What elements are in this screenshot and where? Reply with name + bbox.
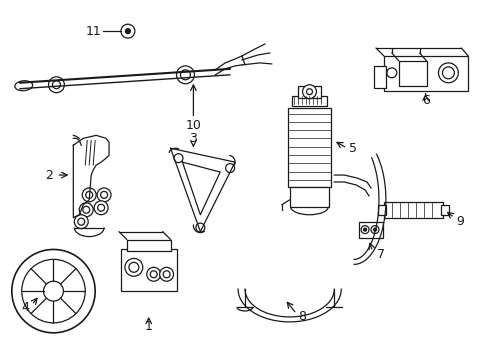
Circle shape bbox=[129, 262, 139, 272]
Circle shape bbox=[121, 24, 135, 38]
Circle shape bbox=[302, 85, 316, 99]
Circle shape bbox=[48, 77, 64, 93]
Bar bbox=[121, 249, 176, 291]
Bar bbox=[441, 205, 448, 215]
Text: 5: 5 bbox=[348, 142, 356, 155]
Bar bbox=[358, 222, 382, 238]
Bar bbox=[398, 61, 426, 86]
Circle shape bbox=[125, 29, 130, 33]
Circle shape bbox=[360, 226, 368, 234]
Circle shape bbox=[370, 226, 378, 234]
Circle shape bbox=[146, 267, 161, 281]
Bar bbox=[383, 56, 468, 91]
Circle shape bbox=[21, 260, 85, 323]
Bar bbox=[297, 86, 321, 98]
Text: 10: 10 bbox=[185, 119, 201, 132]
Circle shape bbox=[124, 258, 142, 276]
Text: 2: 2 bbox=[45, 168, 53, 181]
Circle shape bbox=[12, 249, 95, 333]
Circle shape bbox=[163, 271, 170, 278]
Circle shape bbox=[160, 267, 173, 281]
Circle shape bbox=[74, 215, 88, 229]
Bar bbox=[289, 187, 328, 207]
Bar bbox=[291, 96, 326, 105]
Text: 8: 8 bbox=[298, 310, 306, 323]
Text: 7: 7 bbox=[376, 248, 384, 261]
Circle shape bbox=[442, 67, 453, 79]
Circle shape bbox=[373, 228, 376, 231]
Bar bbox=[287, 108, 331, 187]
Text: 3: 3 bbox=[189, 132, 197, 145]
Text: 6: 6 bbox=[421, 94, 428, 107]
Circle shape bbox=[363, 228, 366, 231]
Circle shape bbox=[150, 271, 157, 278]
Circle shape bbox=[97, 188, 111, 202]
Circle shape bbox=[79, 203, 93, 217]
Text: 1: 1 bbox=[144, 320, 152, 333]
Circle shape bbox=[438, 63, 457, 83]
Circle shape bbox=[43, 281, 63, 301]
Bar bbox=[377, 205, 385, 215]
Bar bbox=[373, 66, 385, 88]
Circle shape bbox=[180, 70, 190, 80]
Bar bbox=[127, 239, 170, 251]
Text: 11: 11 bbox=[85, 24, 101, 38]
Circle shape bbox=[82, 188, 96, 202]
Text: 4: 4 bbox=[22, 301, 30, 314]
Circle shape bbox=[52, 81, 61, 89]
Bar bbox=[383, 202, 443, 218]
Circle shape bbox=[94, 201, 108, 215]
Text: 9: 9 bbox=[455, 215, 463, 228]
Circle shape bbox=[176, 66, 194, 84]
